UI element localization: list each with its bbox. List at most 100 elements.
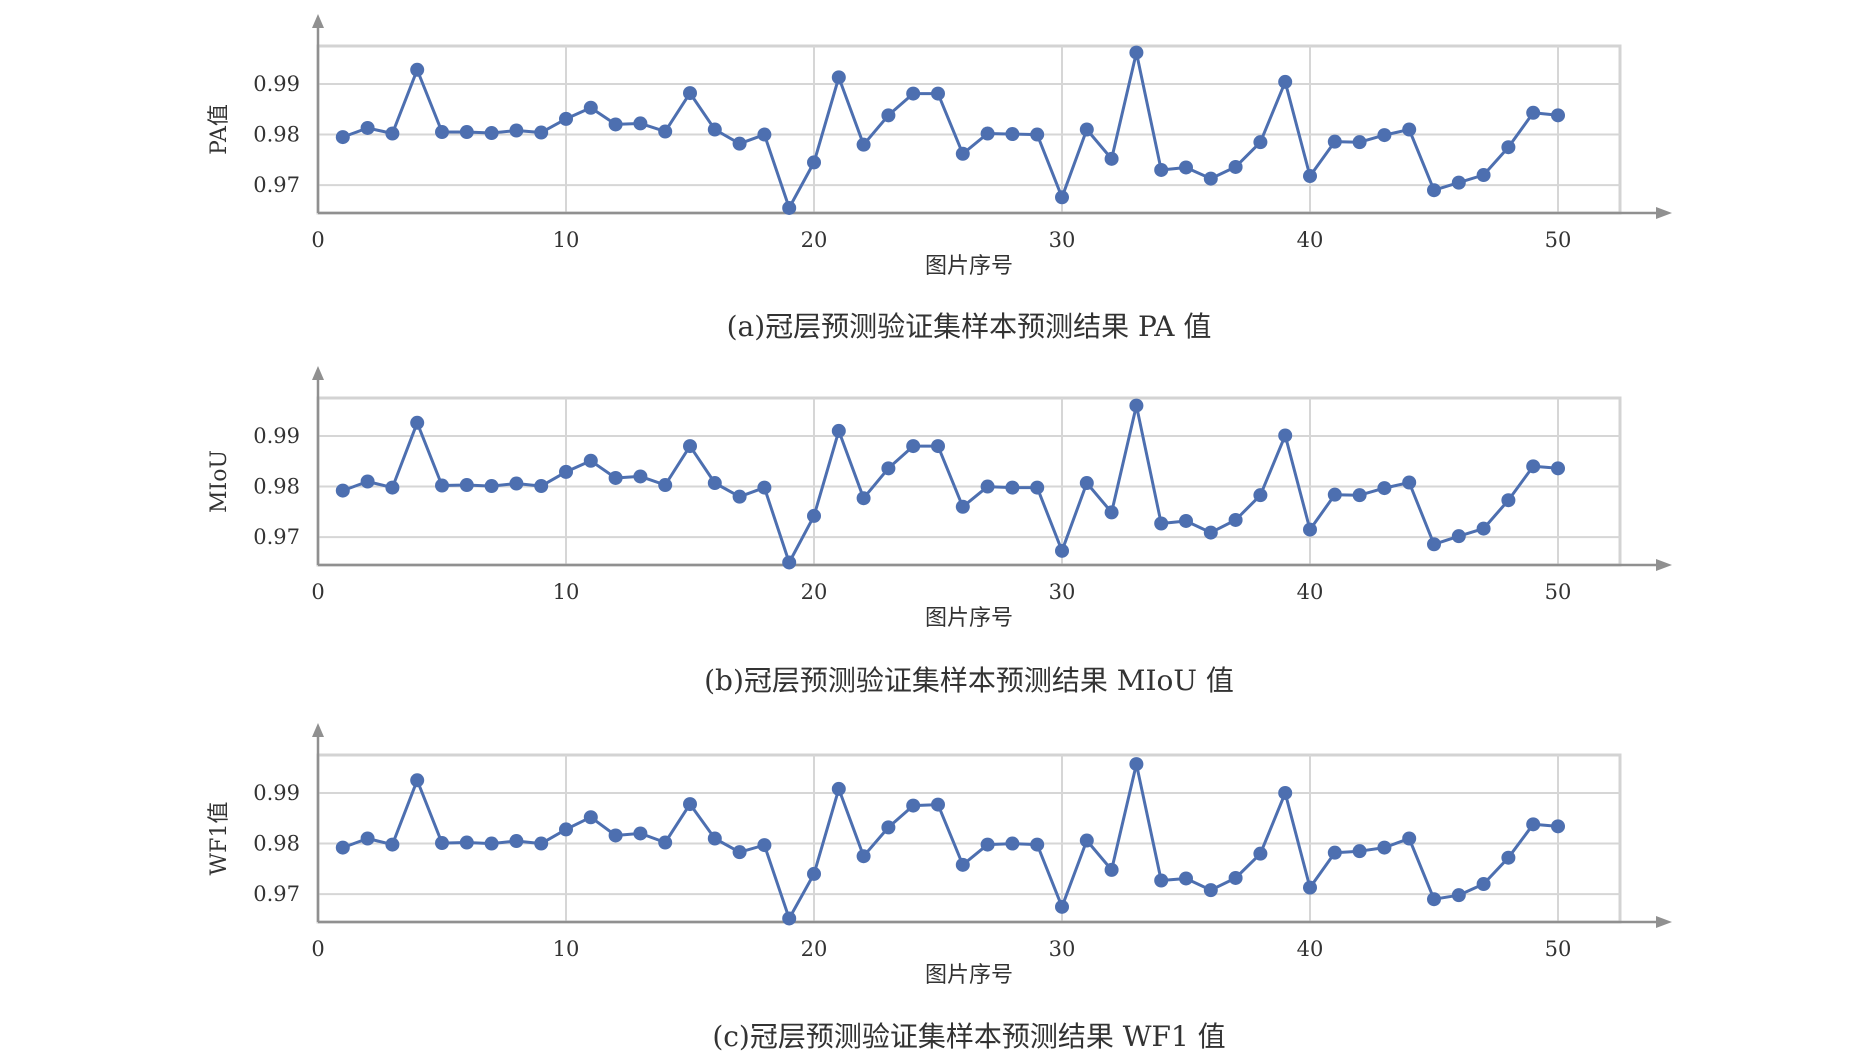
data-point [831,70,846,85]
data-point [583,100,598,115]
data-point [881,461,896,476]
data-point [1055,899,1069,914]
data-point [385,837,400,852]
data-point [1055,190,1069,205]
data-point [1278,785,1293,800]
data-point [360,831,375,846]
data-point [1104,151,1119,166]
data-point [1303,169,1317,184]
y-axis-arrow [312,366,324,380]
x-tick-label: 40 [1297,228,1324,252]
data-point [1055,543,1069,558]
data-point [980,126,995,141]
data-point [583,453,598,468]
y-tick-label: 0.97 [253,525,300,549]
data-point [931,439,945,454]
data-point [1179,871,1193,886]
data-point [683,86,697,101]
data-point [1352,844,1367,859]
data-point [385,480,400,495]
data-point [559,464,573,479]
y-tick-label: 0.99 [253,424,300,448]
y-tick-label: 0.97 [253,882,300,906]
data-point [955,857,970,872]
data-point [1104,862,1119,877]
data-point [1104,505,1119,520]
data-point [906,439,921,454]
data-point [1377,128,1392,143]
data-point [1327,487,1342,502]
y-axis-arrow [312,723,324,737]
data-point [1526,459,1541,474]
data-point [683,439,697,454]
data-point [856,849,871,864]
data-point [559,822,573,837]
x-tick-label: 20 [801,937,828,961]
x-tick-label: 50 [1545,228,1572,252]
data-point [1327,845,1342,860]
data-point [683,797,697,812]
data-point [707,831,722,846]
data-point [1030,837,1045,852]
data-point [782,555,797,570]
figure-caption: (a)冠层预测验证集样本预测结果 PA 值 [727,310,1212,343]
y-tick-label: 0.97 [253,173,300,197]
data-point [1005,127,1020,142]
data-point [1203,171,1218,186]
data-point [335,130,350,145]
data-point [459,478,474,493]
data-point [1451,175,1466,190]
y-tick-label: 0.98 [253,832,300,856]
data-point [1253,488,1268,503]
data-point [435,125,449,140]
data-point [856,137,871,152]
y-tick-label: 0.98 [253,123,300,147]
data-point [459,125,474,140]
figure-caption: (c)冠层预测验证集样本预测结果 WF1 值 [712,1020,1225,1053]
data-point [1427,537,1441,552]
data-point [757,838,772,853]
data-point [1203,883,1218,898]
data-point [484,126,499,141]
data-point [732,489,747,504]
y-tick-label: 0.99 [253,72,300,96]
data-point [1526,105,1541,120]
y-tick-label: 0.98 [253,475,300,499]
data-point [1377,481,1392,496]
data-point [831,781,846,796]
data-point [608,828,623,843]
data-point [459,835,474,850]
data-point [658,124,673,139]
data-point [633,826,648,841]
data-point [1526,817,1541,832]
data-point [1005,480,1020,495]
data-point [980,479,995,494]
x-tick-label: 50 [1545,937,1572,961]
data-point [360,120,375,135]
data-point [732,136,747,151]
data-point [906,86,921,101]
x-tick-label: 50 [1545,580,1572,604]
x-tick-label: 0 [311,580,324,604]
series-line [342,404,1559,564]
y-tick-label: 0.99 [253,781,300,805]
data-point [1327,134,1342,149]
data-point [831,423,846,438]
data-point [534,125,549,140]
data-point [707,122,722,137]
data-point [385,126,400,141]
data-point [509,476,524,491]
data-point [1501,493,1516,508]
data-point [881,820,896,835]
x-axis-arrow [1656,916,1672,928]
data-point [658,478,673,493]
data-point [1129,757,1144,772]
data-point [782,200,797,215]
data-point [1476,521,1491,536]
data-point [608,470,623,485]
data-point [1551,819,1565,834]
data-point [1501,850,1516,865]
data-point [807,866,821,881]
